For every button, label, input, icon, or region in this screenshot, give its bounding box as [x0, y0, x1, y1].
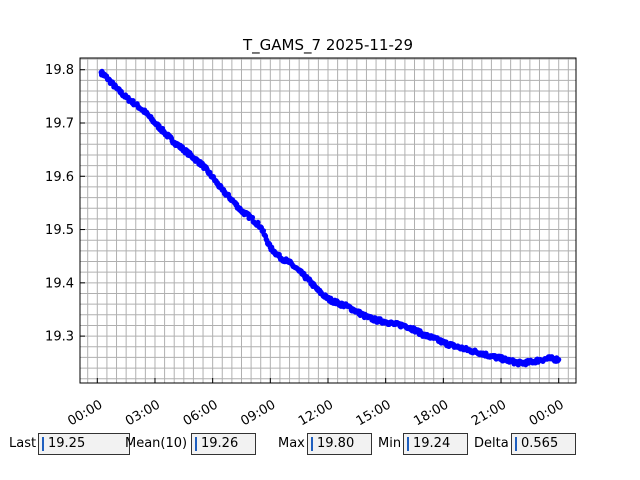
- min-label: Min: [378, 436, 402, 451]
- last-value-field[interactable]: 19.25: [38, 433, 130, 455]
- last-value: 19.25: [48, 436, 86, 451]
- axis-ticks: 00:00 03:00 06:00 09:00 12:00 15:00 18:00 21:00…: [45, 63, 567, 429]
- x-tick-label: 00:00: [65, 397, 105, 429]
- x-tick-label: 06:00: [181, 397, 221, 429]
- min-value: 19.24: [413, 436, 451, 451]
- y-tick-label: 19.8: [45, 63, 74, 78]
- y-tick-label: 19.4: [45, 276, 74, 291]
- x-tick-label: 18:00: [411, 397, 451, 429]
- x-tick-label: 15:00: [354, 397, 394, 429]
- y-tick-label: 19.7: [45, 117, 74, 132]
- min-value-field[interactable]: 19.24: [403, 433, 468, 455]
- y-tick-label: 19.6: [45, 170, 74, 185]
- data-point: [249, 214, 256, 221]
- data-point: [556, 356, 562, 363]
- text-cursor: [195, 437, 197, 451]
- last-label: Last: [9, 436, 37, 451]
- y-tick-label: 19.3: [45, 330, 74, 345]
- temperature-chart: T_GAMS_7 2025-11-29 00:00 03:00 06:00 09:00…: [45, 36, 577, 429]
- text-cursor: [311, 437, 313, 451]
- x-tick-label: 00:00: [527, 397, 567, 429]
- delta-value-field[interactable]: 0.565: [511, 433, 576, 455]
- delta-label: Delta: [474, 436, 509, 451]
- chart-title: T_GAMS_7 2025-11-29: [242, 36, 413, 55]
- data-point: [260, 228, 267, 234]
- x-tick-label: 21:00: [469, 397, 509, 429]
- mean-value-field[interactable]: 19.26: [191, 433, 256, 455]
- mean-value: 19.26: [201, 436, 239, 451]
- x-tick-label: 09:00: [238, 397, 278, 429]
- delta-value: 0.565: [521, 436, 559, 451]
- max-value: 19.80: [317, 436, 355, 451]
- text-cursor: [515, 437, 517, 451]
- max-value-field[interactable]: 19.80: [307, 433, 372, 455]
- grid: [80, 58, 576, 383]
- x-tick-label: 03:00: [123, 397, 163, 429]
- data-point: [255, 219, 261, 226]
- text-cursor: [42, 437, 44, 451]
- x-tick-label: 12:00: [296, 397, 336, 429]
- data-points: [98, 68, 562, 368]
- text-cursor: [407, 437, 409, 451]
- max-label: Max: [278, 436, 305, 451]
- y-tick-label: 19.5: [45, 223, 74, 238]
- mean-label: Mean(10): [125, 436, 188, 451]
